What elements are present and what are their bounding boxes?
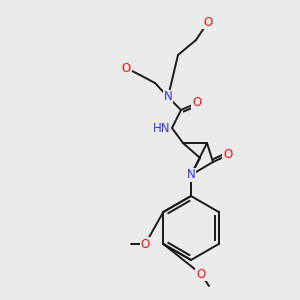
Text: N: N bbox=[187, 169, 195, 182]
Text: N: N bbox=[164, 91, 172, 103]
Text: O: O bbox=[122, 61, 130, 74]
Text: O: O bbox=[196, 268, 206, 281]
Text: HN: HN bbox=[152, 122, 170, 134]
Text: O: O bbox=[224, 148, 232, 161]
Text: O: O bbox=[192, 97, 202, 110]
Text: O: O bbox=[141, 238, 150, 250]
Text: O: O bbox=[203, 16, 213, 28]
